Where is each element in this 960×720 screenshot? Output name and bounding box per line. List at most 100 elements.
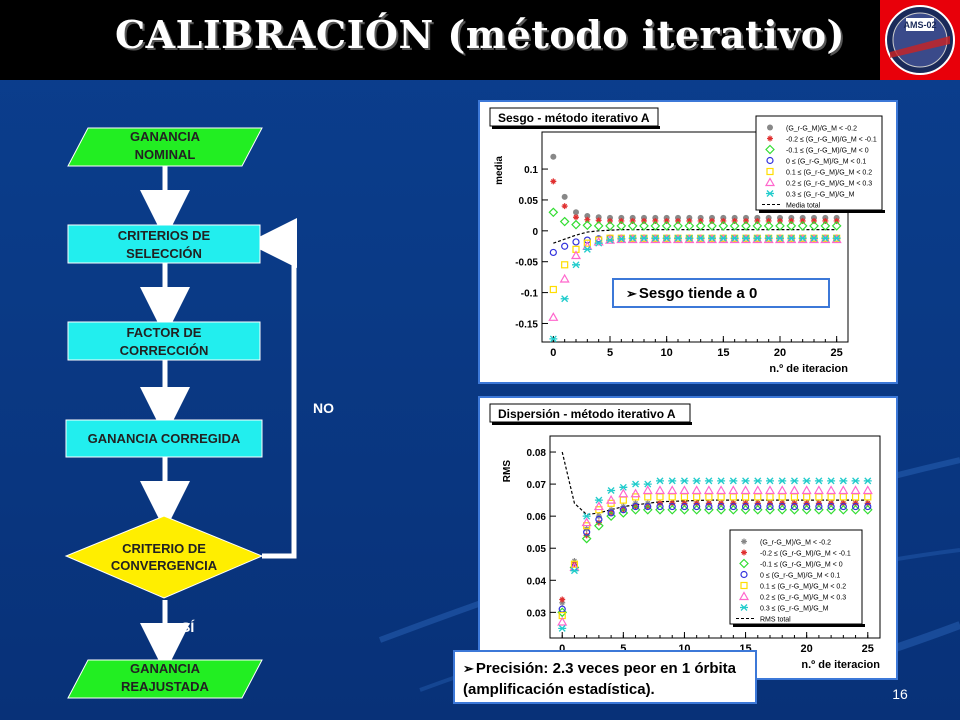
legend-label: -0.2 ≤ (G_r-G_M)/G_M < -0.1 bbox=[786, 137, 877, 144]
y-tick-label: 0 bbox=[532, 227, 538, 238]
data-point bbox=[627, 221, 638, 231]
data-point bbox=[680, 502, 689, 511]
data-point bbox=[550, 153, 557, 160]
title-bar bbox=[0, 0, 960, 80]
legend-marker bbox=[740, 581, 748, 590]
data-point bbox=[652, 217, 659, 224]
flow-start-line2: NOMINAL bbox=[135, 147, 196, 162]
data-point bbox=[719, 234, 728, 242]
data-point bbox=[606, 494, 617, 504]
data-point bbox=[654, 485, 666, 495]
slide-title: CALIBRACIÓN (método iterativo) bbox=[114, 12, 846, 57]
data-point bbox=[628, 234, 637, 242]
data-point bbox=[797, 234, 808, 244]
data-point bbox=[813, 485, 824, 495]
flow-start-shape bbox=[67, 127, 263, 167]
data-point bbox=[741, 502, 750, 511]
flow-step2-line2: CORRECCIÓN bbox=[120, 343, 209, 358]
data-point bbox=[571, 219, 581, 230]
legend-marker bbox=[767, 124, 773, 131]
data-point bbox=[720, 217, 727, 224]
legend-marker bbox=[739, 558, 749, 569]
data-point bbox=[595, 217, 602, 224]
data-point bbox=[831, 234, 842, 244]
data-point bbox=[822, 217, 829, 224]
data-point bbox=[820, 221, 831, 231]
data-point bbox=[790, 502, 799, 511]
data-point bbox=[582, 512, 591, 520]
data-point bbox=[742, 234, 750, 242]
data-point bbox=[703, 485, 714, 495]
series-6 bbox=[549, 234, 841, 343]
data-point bbox=[777, 217, 783, 224]
legend-label: 0.2 ≤ (G_r-G_M)/G_M < 0.3 bbox=[786, 181, 872, 188]
data-point bbox=[548, 207, 559, 218]
legend-label: 0.1 ≤ (G_r-G_M)/G_M < 0.2 bbox=[786, 170, 872, 177]
legend-label: 0.1 ≤ (G_r-G_M)/G_M < 0.2 bbox=[760, 584, 846, 591]
total-line bbox=[561, 451, 868, 516]
chart-ylabel: media bbox=[494, 156, 505, 185]
data-point bbox=[839, 502, 847, 511]
data-point bbox=[808, 234, 820, 244]
data-point bbox=[638, 234, 650, 244]
data-point bbox=[618, 217, 625, 224]
data-point bbox=[765, 217, 772, 224]
data-point bbox=[753, 234, 762, 242]
legend-label: Media total bbox=[786, 203, 821, 210]
data-point bbox=[550, 178, 557, 185]
callout-arrow-icon: ➢ bbox=[626, 286, 637, 301]
data-point bbox=[716, 485, 727, 495]
data-point bbox=[787, 234, 796, 242]
data-point bbox=[581, 517, 592, 527]
data-point bbox=[697, 217, 704, 224]
data-point bbox=[570, 250, 582, 260]
data-point bbox=[851, 477, 860, 485]
data-point bbox=[548, 312, 559, 321]
series-2 bbox=[548, 207, 842, 231]
data-point bbox=[786, 234, 797, 244]
data-point bbox=[717, 477, 726, 485]
x-tick-label: 0 bbox=[550, 347, 556, 359]
legend-label: (G_r-G_M)/G_M < -0.2 bbox=[786, 126, 857, 133]
data-point bbox=[559, 599, 566, 606]
data-point bbox=[838, 485, 849, 495]
data-point bbox=[691, 485, 702, 495]
data-point bbox=[764, 234, 773, 242]
data-point bbox=[650, 221, 661, 231]
data-point bbox=[862, 485, 873, 495]
legend-label: -0.2 ≤ (G_r-G_M)/G_M < -0.1 bbox=[760, 551, 851, 558]
data-point bbox=[695, 221, 706, 231]
data-point bbox=[656, 502, 664, 511]
legend-label: 0.2 ≤ (G_r-G_M)/G_M < 0.3 bbox=[760, 595, 846, 602]
data-point bbox=[788, 217, 795, 224]
data-point bbox=[752, 485, 763, 495]
data-point bbox=[593, 501, 604, 511]
data-point bbox=[593, 221, 604, 231]
data-point bbox=[695, 234, 706, 244]
data-point bbox=[673, 221, 683, 231]
data-point bbox=[833, 217, 840, 224]
page-number: 16 bbox=[892, 686, 908, 702]
legend-label: 0 ≤ (G_r-G_M)/G_M < 0.1 bbox=[786, 159, 866, 166]
legend-marker bbox=[740, 604, 748, 611]
data-point bbox=[754, 502, 762, 511]
legend-shadow bbox=[733, 624, 865, 627]
data-point bbox=[706, 234, 718, 244]
legend-marker bbox=[767, 135, 773, 142]
dispersion-chart: Dispersión - método iterativo A RMS 0.08 0.… bbox=[489, 403, 881, 671]
data-point bbox=[763, 221, 774, 231]
data-point bbox=[827, 502, 835, 511]
chart-title-box: Sesgo - método iterativo A bbox=[489, 107, 660, 129]
legend-marker bbox=[741, 538, 747, 545]
data-point bbox=[729, 234, 740, 244]
flow-decision-line2: CONVERGENCIA bbox=[111, 558, 218, 573]
flow-no-label: NO bbox=[313, 400, 334, 416]
data-point bbox=[696, 234, 705, 242]
data-point bbox=[717, 502, 725, 511]
data-point bbox=[561, 203, 568, 210]
flow-step1-line2: SELECCIÓN bbox=[126, 246, 202, 261]
flow-end-line1: GANANCIA bbox=[130, 661, 201, 676]
data-point bbox=[617, 235, 626, 243]
data-point bbox=[675, 217, 681, 224]
legend-label: -0.1 ≤ (G_r-G_M)/G_M < 0 bbox=[760, 562, 843, 569]
